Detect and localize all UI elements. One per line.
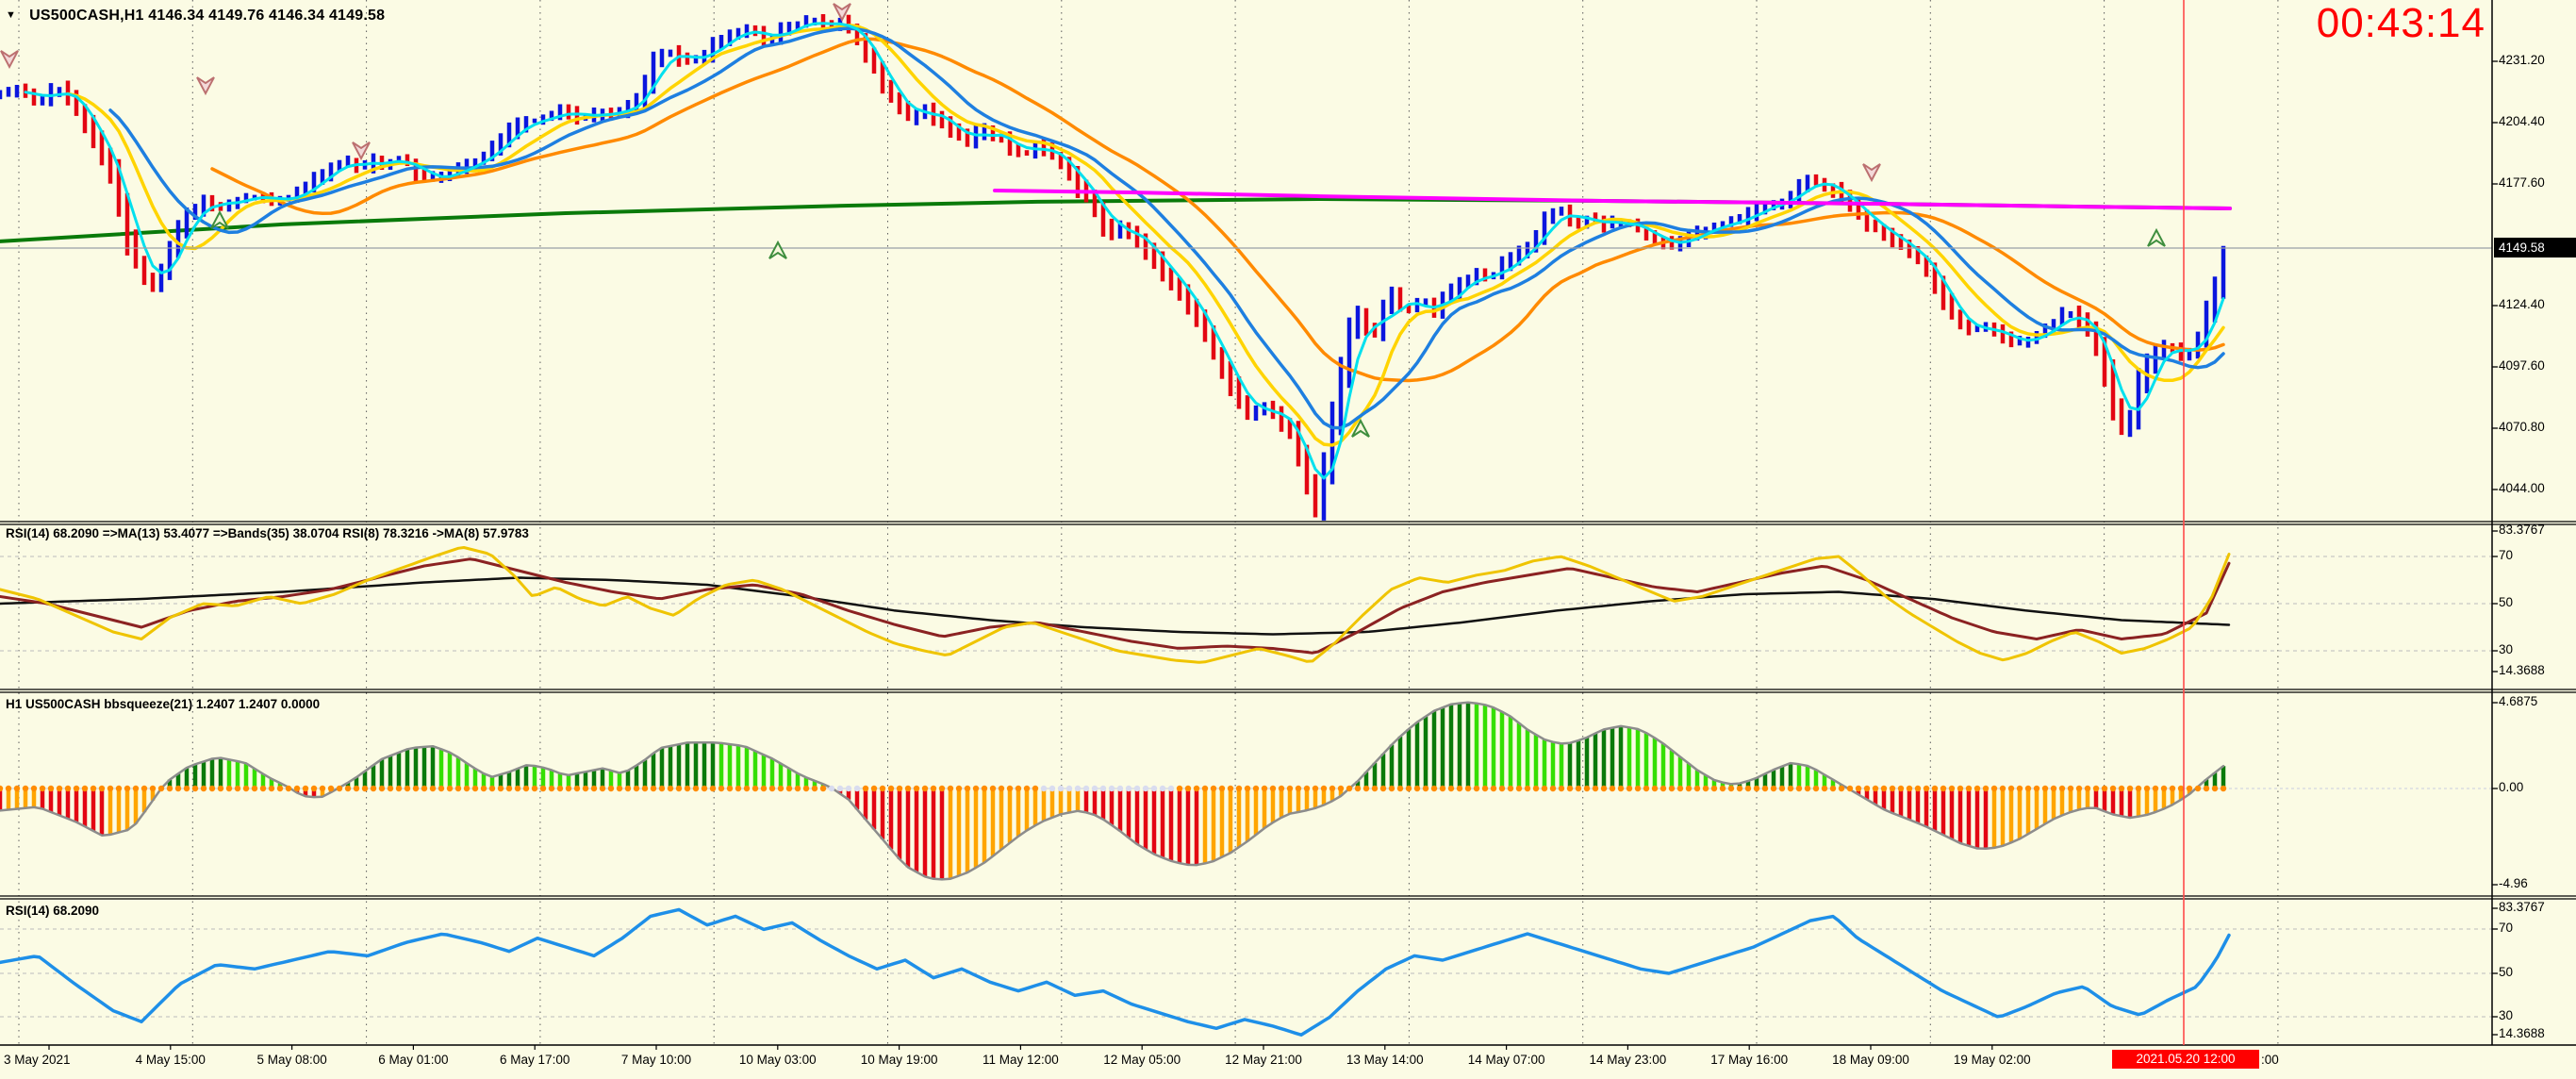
time-axis-label: 14 May 07:00 bbox=[1467, 1053, 1545, 1067]
sell-arrow-icon bbox=[0, 50, 19, 70]
price-bars bbox=[0, 14, 2226, 521]
time-axis-label: 10 May 19:00 bbox=[860, 1053, 938, 1067]
sell-arrow-icon bbox=[833, 3, 851, 23]
time-axis-label: 10 May 03:00 bbox=[738, 1053, 817, 1067]
ma-blue-line bbox=[108, 26, 2225, 430]
ma-magenta-line bbox=[993, 189, 2232, 210]
rsi14-axis-label: 83.3767 bbox=[2499, 900, 2545, 914]
rsi14-blue-line bbox=[0, 907, 2231, 1037]
ma-cyan-line bbox=[24, 22, 2225, 480]
rsi-ma-black-line bbox=[0, 576, 2231, 636]
price-axis-label: 4177.60 bbox=[2499, 175, 2545, 190]
squeeze-dots bbox=[0, 785, 2227, 792]
squeeze-axis-label: 0.00 bbox=[2499, 780, 2524, 794]
time-axis-label: 4 May 15:00 bbox=[135, 1053, 206, 1067]
buy-arrow-icon bbox=[2147, 227, 2166, 247]
time-axis-partial-label: :00 bbox=[2261, 1053, 2279, 1067]
price-axis-label: 4124.40 bbox=[2499, 297, 2545, 311]
rsi-indicator-label: RSI(14) 68.2090 =>MA(13) 53.4077 =>Bands… bbox=[6, 526, 529, 540]
current-price-tag: 4149.58 bbox=[2494, 238, 2576, 257]
rsi14-darkred-line bbox=[0, 557, 2231, 655]
time-axis-label: 13 May 14:00 bbox=[1346, 1053, 1424, 1067]
bbsqueeze-indicator-label: H1 US500CASH bbsqueeze(21) 1.2407 1.2407… bbox=[6, 697, 321, 711]
sell-arrow-icon bbox=[196, 76, 215, 96]
time-axis-label: 17 May 16:00 bbox=[1710, 1053, 1789, 1067]
time-axis-label: 19 May 02:00 bbox=[1953, 1053, 2031, 1067]
squeeze-envelope-line bbox=[0, 701, 2225, 881]
time-axis-label: 3 May 2021 bbox=[4, 1053, 71, 1067]
time-axis-label: 6 May 01:00 bbox=[378, 1053, 449, 1067]
ma-orange-line bbox=[210, 37, 2225, 383]
time-axis-label: 18 May 09:00 bbox=[1832, 1053, 1909, 1067]
time-axis-label: 12 May 05:00 bbox=[1103, 1053, 1181, 1067]
price-axis-label: 4097.60 bbox=[2499, 358, 2545, 373]
time-axis-label: 7 May 10:00 bbox=[620, 1053, 692, 1067]
rsi14-axis-label: 14.3688 bbox=[2499, 1026, 2545, 1040]
time-axis-label: 6 May 17:00 bbox=[500, 1053, 570, 1067]
squeeze-axis-label: 4.6875 bbox=[2499, 694, 2538, 708]
buy-arrow-icon bbox=[1351, 418, 1370, 438]
time-axis-label: 5 May 08:00 bbox=[256, 1053, 327, 1067]
rsi8-yellow-line bbox=[0, 546, 2231, 664]
time-axis-label: 12 May 21:00 bbox=[1225, 1053, 1302, 1067]
chart-title: ▼ US500CASH,H1 4146.34 4149.76 4146.34 41… bbox=[6, 8, 385, 25]
buy-arrow-icon bbox=[210, 209, 229, 229]
squeeze-axis-label: -4.96 bbox=[2499, 876, 2528, 890]
rsi14-axis-label: 50 bbox=[2499, 965, 2514, 979]
price-axis-label: 4231.20 bbox=[2499, 53, 2545, 67]
symbol-ohlc-text: US500CASH,H1 4146.34 4149.76 4146.34 414… bbox=[29, 8, 386, 24]
sell-arrow-icon bbox=[352, 141, 371, 161]
sell-arrow-icon bbox=[1862, 163, 1881, 183]
price-axis-label: 4204.40 bbox=[2499, 114, 2545, 128]
price-axis-label: 4044.00 bbox=[2499, 481, 2545, 495]
time-axis-label: 14 May 23:00 bbox=[1589, 1053, 1667, 1067]
time-axis-label: 11 May 12:00 bbox=[982, 1053, 1059, 1067]
rsi-axis-label: 70 bbox=[2499, 548, 2514, 562]
symbol-dropdown-icon[interactable]: ▼ bbox=[6, 9, 17, 21]
squeeze-histogram bbox=[0, 702, 2226, 880]
buy-arrow-icon bbox=[768, 240, 787, 259]
rsi-axis-label: 30 bbox=[2499, 642, 2514, 656]
rsi-axis-label: 14.3688 bbox=[2499, 663, 2545, 677]
rsi-axis-label: 50 bbox=[2499, 595, 2514, 609]
vline-timestamp-label: 2021.05.20 12:00 bbox=[2112, 1050, 2259, 1069]
rsi14-axis-label: 70 bbox=[2499, 921, 2514, 935]
rsi-axis-label: 83.3767 bbox=[2499, 523, 2545, 537]
rsi14-indicator-label: RSI(14) 68.2090 bbox=[6, 904, 100, 918]
price-axis-label: 4070.80 bbox=[2499, 420, 2545, 434]
rsi14-axis-label: 30 bbox=[2499, 1008, 2514, 1022]
candle-countdown-timer: 00:43:14 bbox=[2316, 0, 2485, 46]
